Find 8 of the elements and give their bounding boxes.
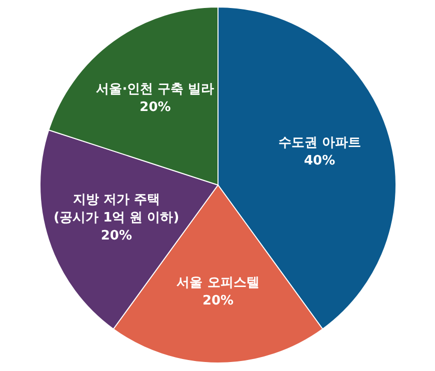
data-label: 40% bbox=[304, 153, 336, 168]
data-label: 20% bbox=[140, 100, 171, 116]
data-label: 20% bbox=[100, 228, 132, 244]
data-label: 20% bbox=[202, 293, 234, 308]
slice-label: 지방 저가 주택 (공시가 1억 원 이하) bbox=[54, 192, 180, 226]
slice-label: 서울·인천 구축 빌라 bbox=[96, 82, 214, 98]
slice-label: 서울 오피스텔 bbox=[176, 275, 260, 290]
slice-label: 수도권 아파트 bbox=[278, 135, 361, 150]
